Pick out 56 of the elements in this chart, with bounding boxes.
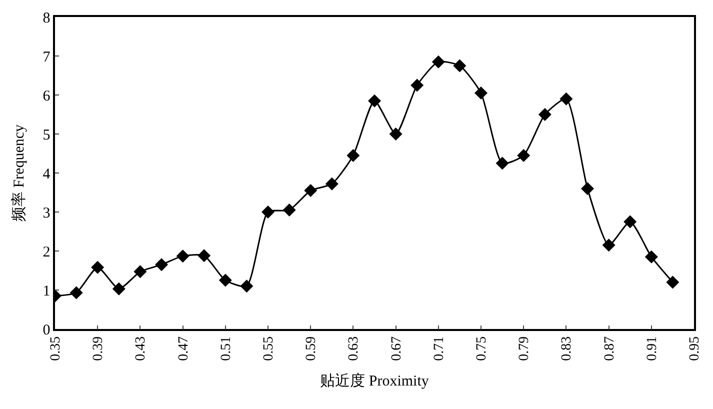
point	[112, 282, 126, 296]
point	[453, 59, 466, 72]
point	[198, 249, 211, 262]
y-tick-label: 0	[42, 322, 50, 338]
point	[538, 108, 552, 121]
point	[70, 286, 83, 300]
y-tick-label: 6	[42, 88, 51, 104]
point	[240, 280, 254, 293]
point	[218, 274, 232, 287]
y-tick-label: 8	[42, 10, 50, 26]
x-tick-label: 0.47	[176, 336, 192, 361]
point	[560, 92, 573, 106]
x-tick-label: 0.79	[517, 336, 532, 361]
x-tick-label: 0.67	[389, 336, 404, 361]
point	[666, 276, 680, 289]
point	[432, 55, 445, 68]
point	[644, 250, 658, 264]
x-tick-label: 0.51	[218, 336, 234, 361]
y-tick-label: 4	[42, 166, 51, 182]
point	[304, 184, 318, 198]
x-tick-label: 0.87	[602, 336, 618, 361]
y-tick-label: 7	[42, 49, 51, 66]
x-tick-label: 0.35	[48, 336, 64, 361]
x-tick-label: 0.71	[432, 336, 447, 361]
x-tick-label: 0.39	[91, 336, 106, 361]
x-tick-label: 0.83	[560, 336, 575, 361]
point	[410, 78, 424, 92]
y-tick-label: 2	[42, 244, 50, 260]
point	[282, 204, 296, 217]
x-tick-label: 0.75	[474, 336, 490, 361]
y-tick-label: 5	[42, 127, 50, 144]
point	[581, 182, 594, 196]
point	[325, 177, 338, 190]
x-tick-label: 0.55	[262, 336, 277, 361]
y-axis-title: 频率 Frequency	[10, 124, 28, 222]
point	[134, 265, 147, 278]
point	[368, 94, 381, 108]
point	[389, 128, 402, 140]
x-tick-label: 0.95	[688, 336, 703, 361]
point	[176, 250, 190, 263]
point	[346, 148, 360, 162]
point	[602, 238, 616, 252]
point	[624, 215, 637, 228]
point	[517, 148, 530, 162]
point	[91, 260, 104, 274]
y-tick-label: 3	[42, 205, 50, 222]
point	[474, 86, 488, 100]
x-axis-title: 贴近度 Proximity	[320, 372, 430, 390]
point	[496, 156, 509, 170]
x-tick-label: 0.91	[644, 336, 660, 361]
x-tick-label: 0.59	[304, 336, 320, 361]
y-tick-label: 1	[42, 283, 50, 300]
x-tick-label: 0.63	[346, 336, 362, 361]
point	[155, 258, 168, 272]
point	[262, 206, 274, 218]
x-tick-label: 0.43	[134, 336, 149, 361]
